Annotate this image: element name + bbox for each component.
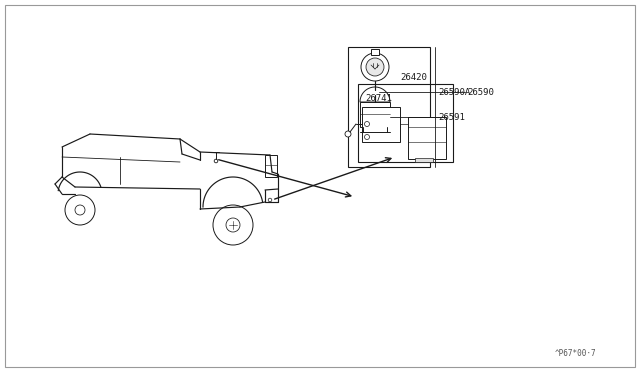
Circle shape	[268, 198, 272, 202]
Circle shape	[75, 205, 85, 215]
Text: 26590A: 26590A	[438, 87, 470, 96]
Circle shape	[345, 131, 351, 137]
Circle shape	[365, 122, 369, 126]
Circle shape	[226, 218, 240, 232]
Text: 26591: 26591	[438, 112, 465, 122]
Text: 26420: 26420	[400, 73, 427, 82]
Circle shape	[65, 195, 95, 225]
Bar	[371, 90, 379, 95]
Text: 26741: 26741	[365, 94, 392, 103]
Bar	[358, 84, 453, 162]
Bar	[371, 49, 379, 55]
Bar	[362, 107, 400, 142]
Text: ^P67*00·7: ^P67*00·7	[554, 349, 596, 358]
Bar	[348, 47, 430, 167]
Bar	[265, 155, 277, 177]
Circle shape	[213, 205, 253, 245]
Bar	[360, 102, 390, 127]
Polygon shape	[360, 87, 390, 102]
Bar	[408, 117, 446, 159]
Text: 26590: 26590	[467, 87, 494, 96]
Circle shape	[365, 135, 369, 140]
Circle shape	[361, 53, 389, 81]
Circle shape	[366, 58, 384, 76]
Bar	[415, 158, 433, 162]
Circle shape	[214, 159, 218, 163]
